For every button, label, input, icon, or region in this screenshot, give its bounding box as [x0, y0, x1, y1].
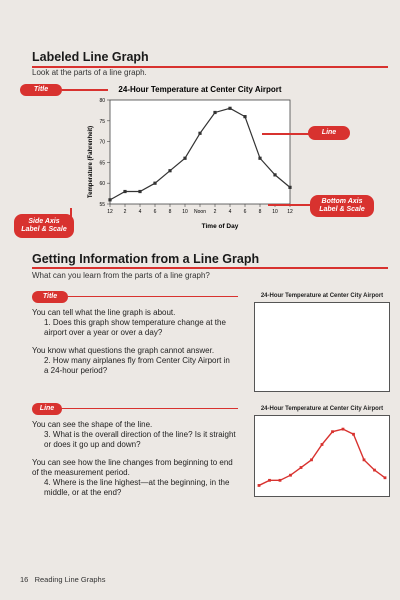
chart-title: 24-Hour Temperature at Center City Airpo… — [118, 85, 281, 94]
data-point — [258, 156, 262, 160]
x-tick-label: 8 — [259, 209, 262, 215]
x-tick-label: 4 — [229, 209, 232, 215]
x-tick-label: 10 — [182, 209, 188, 215]
question-2: 2. How many airplanes fly from Center Ci… — [44, 356, 230, 375]
y-tick-label: 70 — [99, 140, 105, 146]
data-point — [289, 473, 292, 477]
data-point — [383, 476, 387, 480]
data-point — [288, 185, 292, 189]
x-axis-label: Time of Day — [202, 223, 239, 230]
section-intro: Look at the parts of a line graph. — [32, 68, 147, 77]
subsection-rule — [62, 408, 238, 409]
subsection-tag-title-label: Title — [42, 292, 58, 300]
section-title-getting-information: Getting Information from a Line Graph — [32, 252, 260, 266]
data-point — [310, 458, 313, 462]
paragraph: You can tell what the line graph is abou… — [32, 308, 176, 317]
subsection-rule — [68, 296, 238, 297]
callout-title-label: Title — [33, 85, 49, 93]
line-subsection-text: You can see the shape of the line. 3. Wh… — [32, 420, 237, 498]
data-point — [362, 458, 366, 462]
example-line-chart — [257, 427, 387, 487]
line-chart-main: 24-Hour Temperature at Center City Airpo… — [88, 85, 293, 230]
x-tick-label: 10 — [272, 209, 278, 215]
y-tick-label: 75 — [99, 119, 105, 125]
data-point — [373, 468, 376, 472]
page-footer: 16 Reading Line Graphs — [20, 575, 106, 584]
y-tick-label: 60 — [99, 181, 105, 187]
callout-side-axis-line1: Side Axis — [28, 217, 60, 225]
y-tick-label: 65 — [99, 160, 105, 166]
data-point — [352, 432, 355, 436]
data-point — [153, 181, 157, 185]
plot-area — [109, 99, 291, 205]
title-subsection-text: You can tell what the line graph is abou… — [32, 308, 232, 376]
x-tick-label: 6 — [154, 209, 157, 215]
data-point — [108, 198, 112, 202]
x-tick-label: 2 — [214, 209, 217, 215]
data-point — [257, 484, 261, 487]
subsection-tag-line-label: Line — [39, 404, 55, 412]
data-point — [123, 189, 127, 194]
question-4: 4. Where is the line highest—at the begi… — [44, 478, 230, 497]
question-3: 3. What is the overall direction of the … — [44, 430, 236, 449]
subsection-tag-title: Title — [32, 291, 68, 303]
callout-arrow — [62, 89, 108, 91]
data-point — [183, 156, 187, 160]
data-point — [228, 106, 232, 110]
callout-arrow — [268, 204, 312, 206]
callout-bottom-axis-line2: Label & Scale — [319, 206, 365, 213]
example-chart-empty — [254, 302, 390, 392]
callout-side-axis-line2: Label & Scale — [21, 226, 67, 233]
x-tick-label: Noon — [194, 209, 206, 215]
callout-bottom-axis-line1: Bottom Axis — [321, 197, 363, 205]
x-tick-label: 8 — [169, 209, 172, 215]
data-point — [273, 173, 277, 177]
series-line — [258, 428, 386, 487]
x-tick-label: 12 — [107, 209, 113, 215]
question-1: 1. Does this graph show temperature chan… — [44, 318, 226, 337]
paragraph: You can see how the line changes from be… — [32, 458, 233, 477]
x-tick-label: 6 — [244, 209, 247, 215]
data-point — [278, 478, 282, 482]
y-tick-label: 80 — [99, 98, 105, 104]
data-point — [138, 189, 142, 194]
section-title-labeled-line-graph: Labeled Line Graph — [32, 50, 149, 64]
callout-line: Line — [308, 126, 350, 140]
callout-title: Title — [20, 84, 62, 96]
y-axis-label: Temperature (Fahrenheit) — [88, 126, 94, 198]
data-point — [331, 430, 334, 434]
data-point — [320, 443, 324, 446]
callout-side-axis: Side Axis Label & Scale — [14, 214, 74, 238]
section-divider — [32, 66, 388, 68]
callout-arrow — [262, 133, 310, 135]
data-point — [299, 466, 303, 469]
x-tick-label: 4 — [139, 209, 142, 215]
data-point — [168, 169, 172, 173]
example-chart-line — [254, 415, 390, 497]
example-chart-title: 24-Hour Temperature at Center City Airpo… — [260, 406, 384, 412]
callout-line-label: Line — [321, 128, 337, 136]
data-point — [268, 478, 271, 482]
example-chart-title: 24-Hour Temperature at Center City Airpo… — [260, 293, 384, 299]
data-point — [198, 131, 202, 135]
data-point — [243, 115, 247, 119]
section-divider — [32, 267, 388, 269]
subsection-tag-line: Line — [32, 403, 62, 415]
callout-bottom-axis: Bottom Axis Label & Scale — [310, 195, 374, 217]
x-tick-label: 12 — [287, 209, 293, 215]
paragraph: You know what questions the graph cannot… — [32, 346, 215, 355]
section2-intro: What can you learn from the parts of a l… — [32, 271, 210, 280]
data-point — [213, 110, 217, 115]
data-point — [341, 427, 345, 431]
x-tick-label: 2 — [124, 209, 127, 215]
paragraph: You can see the shape of the line. — [32, 420, 153, 429]
y-tick-label: 55 — [99, 202, 105, 208]
